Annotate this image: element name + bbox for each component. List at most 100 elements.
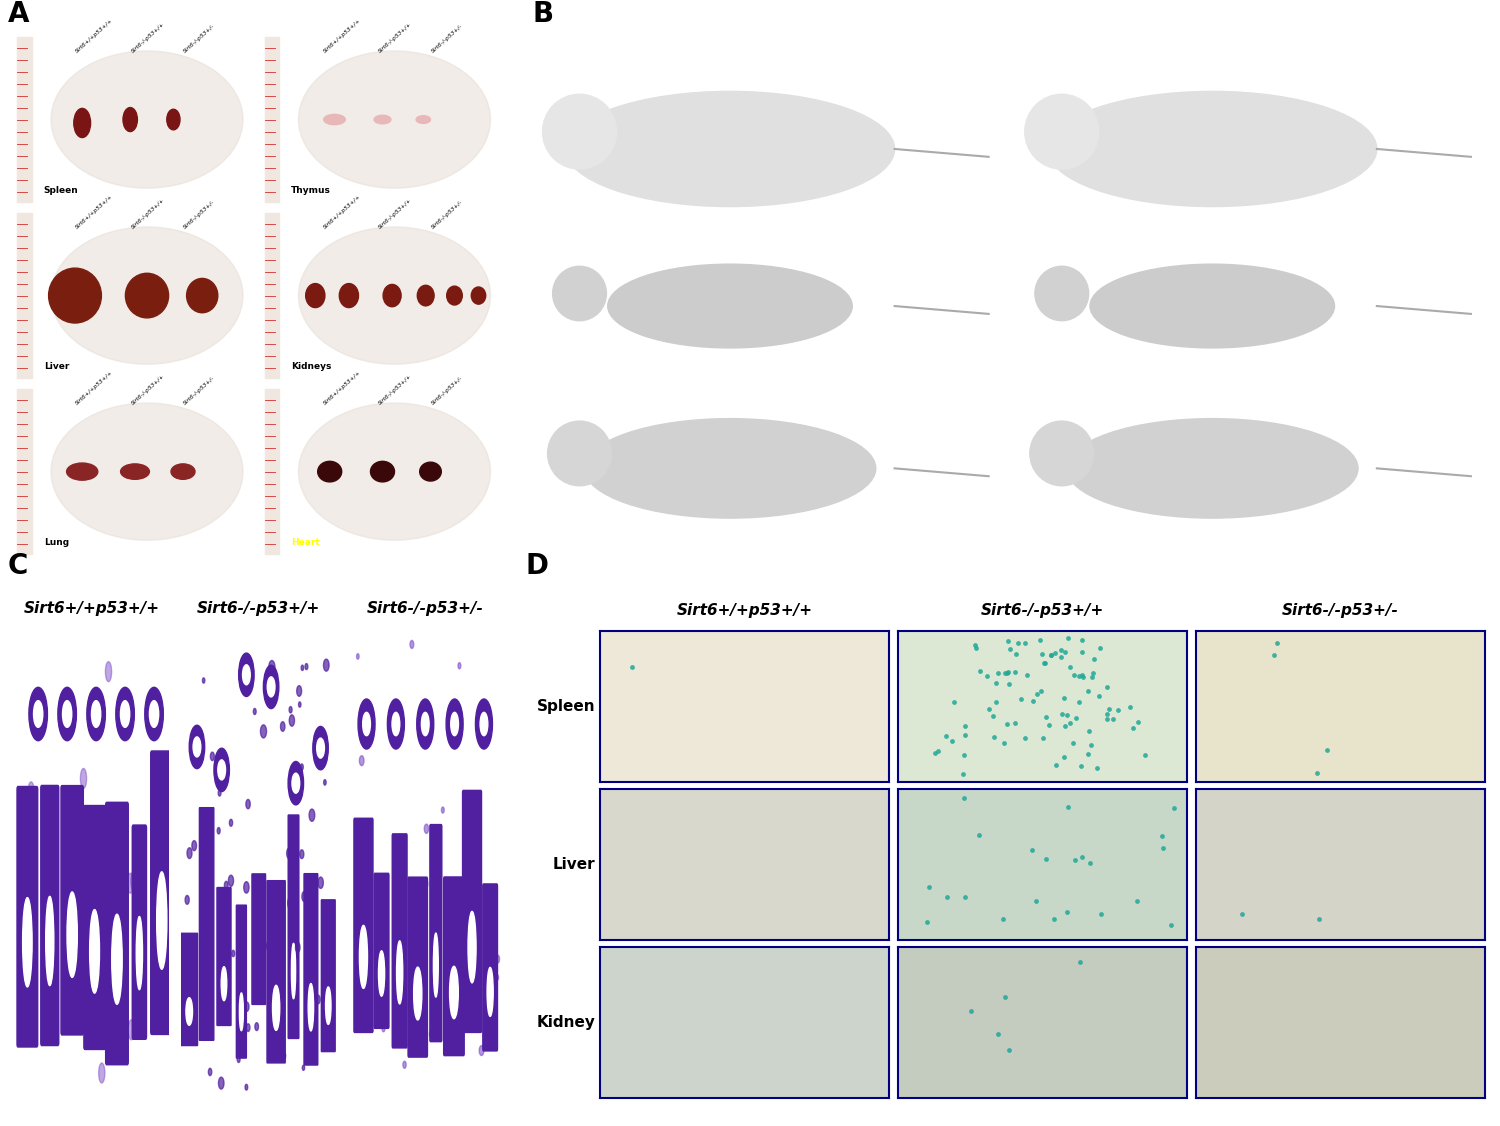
Ellipse shape	[246, 799, 250, 808]
Point	[1004, 663, 1028, 681]
Ellipse shape	[309, 810, 315, 821]
Ellipse shape	[128, 874, 134, 893]
Ellipse shape	[68, 892, 78, 977]
Text: Sirt6+/+p53+/+: Sirt6+/+p53+/+	[322, 370, 362, 406]
Point	[996, 663, 1020, 681]
Ellipse shape	[298, 51, 490, 188]
FancyBboxPatch shape	[60, 785, 84, 1036]
Ellipse shape	[188, 963, 192, 969]
Point	[1014, 730, 1038, 748]
Ellipse shape	[420, 462, 441, 481]
Ellipse shape	[448, 967, 453, 977]
Ellipse shape	[51, 51, 243, 188]
Ellipse shape	[48, 268, 102, 323]
Point	[940, 732, 964, 750]
Ellipse shape	[210, 752, 214, 761]
Ellipse shape	[548, 421, 612, 485]
Text: Sirt6-/-p53+/-: Sirt6-/-p53+/-	[1242, 404, 1305, 413]
Ellipse shape	[280, 1053, 284, 1061]
Ellipse shape	[114, 915, 120, 936]
Ellipse shape	[186, 278, 218, 313]
Ellipse shape	[232, 950, 234, 957]
Ellipse shape	[476, 699, 492, 749]
Ellipse shape	[543, 95, 616, 169]
Ellipse shape	[358, 699, 375, 749]
Ellipse shape	[246, 1024, 250, 1031]
Text: Sirt6-/-p53+/-: Sirt6-/-p53+/-	[183, 24, 216, 54]
Text: A: A	[8, 0, 28, 28]
Ellipse shape	[99, 1063, 105, 1083]
Ellipse shape	[66, 463, 98, 480]
Ellipse shape	[304, 663, 307, 670]
Text: Sirt6-/-p53+/-: Sirt6-/-p53+/-	[430, 376, 464, 406]
Point	[1059, 714, 1083, 732]
Ellipse shape	[194, 736, 201, 757]
Ellipse shape	[450, 966, 459, 1019]
Ellipse shape	[108, 1009, 116, 1029]
Point	[1054, 903, 1078, 921]
Point	[1068, 954, 1092, 972]
Ellipse shape	[207, 998, 212, 1006]
Text: Sirt6-/-p53+/+: Sirt6-/-p53+/+	[1240, 251, 1306, 260]
Ellipse shape	[297, 686, 302, 696]
FancyBboxPatch shape	[132, 824, 147, 1040]
Ellipse shape	[120, 700, 129, 727]
Ellipse shape	[416, 891, 420, 901]
Point	[1005, 645, 1029, 663]
Point	[1034, 708, 1058, 726]
Ellipse shape	[288, 896, 294, 910]
Point	[620, 659, 644, 677]
Ellipse shape	[128, 1020, 135, 1039]
Bar	[18, 37, 32, 202]
Point	[1010, 690, 1034, 708]
Ellipse shape	[188, 848, 192, 858]
Ellipse shape	[290, 715, 294, 726]
Point	[1040, 645, 1064, 663]
Text: Sirt6-/-p53+/+: Sirt6-/-p53+/+	[130, 374, 165, 406]
Text: Liver: Liver	[44, 363, 69, 372]
Text: Sirt6-/-p53+/+: Sirt6-/-p53+/+	[758, 251, 824, 260]
FancyBboxPatch shape	[374, 873, 390, 1029]
Ellipse shape	[360, 926, 368, 989]
Text: Sirt6+/+p53+/+: Sirt6+/+p53+/+	[740, 69, 815, 78]
Point	[1262, 645, 1286, 663]
Point	[1034, 850, 1058, 868]
Text: Sirt6-/-p53+/-: Sirt6-/-p53+/-	[183, 376, 216, 406]
Point	[952, 717, 976, 735]
Ellipse shape	[363, 830, 366, 835]
Point	[1032, 654, 1056, 672]
Ellipse shape	[429, 1031, 432, 1037]
Point	[1078, 855, 1102, 873]
Point	[1065, 709, 1089, 727]
Ellipse shape	[209, 1069, 212, 1075]
Ellipse shape	[279, 918, 284, 927]
Text: Lung: Lung	[44, 538, 69, 547]
Ellipse shape	[243, 664, 250, 685]
Ellipse shape	[63, 700, 72, 727]
Text: Sirt6+/+p53+/+: Sirt6+/+p53+/+	[24, 600, 160, 616]
Point	[915, 913, 939, 931]
Point	[1013, 634, 1036, 652]
Text: Spleen: Spleen	[537, 699, 596, 714]
Ellipse shape	[314, 726, 328, 770]
Ellipse shape	[189, 725, 204, 769]
Bar	[18, 390, 32, 554]
Point	[1044, 756, 1068, 774]
Ellipse shape	[382, 1026, 386, 1031]
Ellipse shape	[243, 882, 249, 893]
Text: Kidneys: Kidneys	[291, 363, 332, 372]
Point	[1096, 699, 1120, 717]
Point	[1076, 682, 1100, 700]
Point	[1095, 678, 1119, 696]
Point	[926, 742, 950, 760]
Ellipse shape	[410, 641, 414, 649]
Ellipse shape	[184, 895, 189, 904]
Text: Kidney: Kidney	[537, 1015, 596, 1029]
FancyBboxPatch shape	[408, 876, 428, 1057]
Ellipse shape	[202, 678, 206, 683]
Ellipse shape	[254, 708, 257, 715]
Text: Sirt6-/-p53+/+: Sirt6-/-p53+/+	[130, 198, 165, 231]
Ellipse shape	[292, 774, 300, 793]
Text: Sirt6+/+p53+/+: Sirt6+/+p53+/+	[75, 18, 114, 54]
Ellipse shape	[225, 882, 228, 890]
